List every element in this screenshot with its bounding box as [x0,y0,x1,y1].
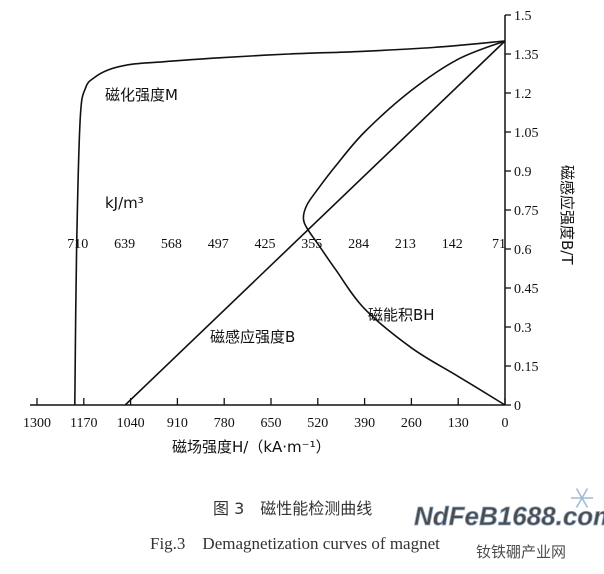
energy-tick-label: 213 [395,237,416,252]
energy-tick-label: 142 [442,237,463,252]
x-tick-label: 1040 [117,416,145,431]
series-induction-line [124,40,506,406]
y-tick-label: 1.5 [514,9,532,24]
watermark-site: NdFeB1688.com [414,501,604,531]
y-tick-label: 0.75 [514,204,539,219]
y-axis-label: 磁感应强度B/T [558,165,576,265]
y-tick-label: 1.05 [514,126,539,141]
y-tick-label: 0.45 [514,282,539,297]
series-energy-product-curve [302,40,506,406]
y-tick-label: 1.35 [514,48,539,63]
energy-tick-label: 425 [255,237,276,252]
y-tick-label: 0 [514,399,521,414]
series-magnetization-curve [74,40,506,406]
x-tick-label: 130 [448,416,469,431]
x-tick-label: 260 [401,416,422,431]
y-tick-label: 0.9 [514,165,532,180]
energy-tick-label: 71 [492,237,506,252]
caption-chinese: 图 3 磁性能检测曲线 [213,499,372,518]
x-tick-label: 390 [354,416,375,431]
energy-tick-label: 497 [208,237,229,252]
energy-tick-label: 568 [161,237,182,252]
energy-unit-label: kJ/m³ [105,194,144,212]
y-axis-ticks: 0 0.15 0.3 0.45 0.6 0.75 0.9 1.05 1.2 1.35 1.5 [505,9,539,414]
x-tick-label: 1300 [23,416,51,431]
x-tick-label: 910 [167,416,188,431]
x-tick-label: 780 [214,416,235,431]
snowflake-icon [571,488,593,508]
energy-tick-label: 710 [67,237,88,252]
y-tick-label: 0.3 [514,321,532,336]
y-tick-label: 0.15 [514,360,539,375]
x-tick-label: 520 [307,416,328,431]
energy-tick-label: 639 [114,237,135,252]
x-tick-label: 650 [261,416,282,431]
energy-tick-label: 284 [348,237,369,252]
x-axis-label: 磁场强度H/（kA·m⁻¹） [172,438,331,456]
watermark-logo: NdFeB1688.com 钕铁硼产业网 [414,488,604,561]
annotation-magnetization: 磁化强度M [105,86,178,104]
annotation-induction: 磁感应强度B [210,328,295,346]
energy-tick-label: 355 [301,237,322,252]
caption-english: Fig.3 Demagnetization curves of magnet [150,534,440,553]
watermark-sub: 钕铁硼产业网 [476,544,566,561]
x-axis-ticks: 1300 1170 1040 910 780 650 520 390 260 130 0 [23,398,509,431]
annotation-energy-product: 磁能积BH [368,306,435,324]
y-tick-label: 1.2 [514,87,532,102]
energy-axis-ticks: 710 639 568 497 425 355 284 213 142 71 [67,237,506,252]
y-tick-label: 0.6 [514,243,532,258]
x-tick-label: 1170 [70,416,97,431]
series-layer [74,40,506,406]
x-tick-label: 0 [502,416,509,431]
